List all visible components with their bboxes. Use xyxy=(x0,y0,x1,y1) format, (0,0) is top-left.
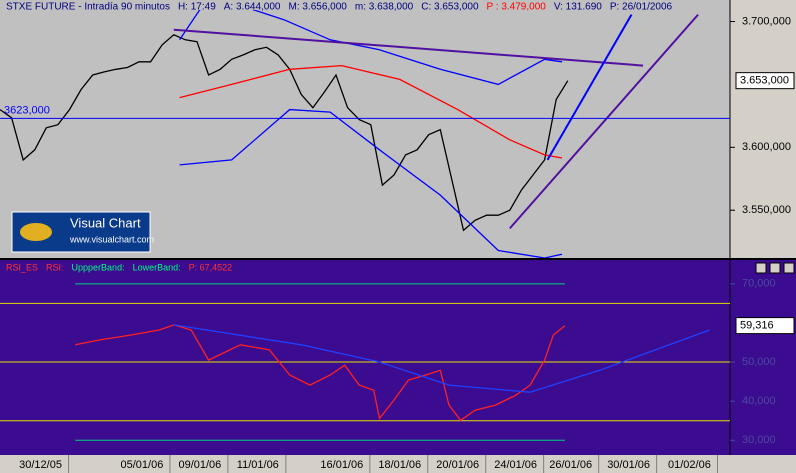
rsi-buttons xyxy=(755,262,795,274)
header-item: LowerBand: xyxy=(133,262,181,272)
rsi-panel xyxy=(0,260,730,455)
rsi-axis xyxy=(730,260,796,455)
last-value-box xyxy=(735,72,795,90)
header-item: RSI_ES xyxy=(6,262,38,272)
logo-icon xyxy=(20,223,52,241)
x-tick-label: 30/12/05 xyxy=(19,459,62,471)
header-item: A: 3.644,000 xyxy=(224,2,281,13)
reference-label: 3623,000 xyxy=(4,104,50,116)
logo: Visual Chart www.visualchart.com xyxy=(11,211,154,253)
y-tick-label: 50,000 xyxy=(742,356,776,368)
header-item: m: 3.638,000 xyxy=(355,2,414,13)
series-line xyxy=(179,64,563,159)
header-item: M: 3.656,000 xyxy=(288,2,347,13)
trendline xyxy=(509,13,699,230)
logo-title: Visual Chart xyxy=(70,215,141,230)
x-tick-label: 26/01/06 xyxy=(549,459,592,471)
y-tick-label: 40,000 xyxy=(742,395,776,407)
header-item: P: 67,4522 xyxy=(189,262,233,272)
x-tick-label: 24/01/06 xyxy=(494,459,537,471)
y-tick-label: 3.550,000 xyxy=(742,204,791,216)
plot xyxy=(0,283,730,441)
series-line xyxy=(0,34,569,232)
x-tick-label: 20/01/06 xyxy=(436,459,479,471)
header-item: H: 17:49 xyxy=(178,2,216,13)
last-value-box xyxy=(735,317,795,335)
close-button[interactable] xyxy=(783,262,795,274)
trendline xyxy=(173,28,644,67)
header-item: P : 3.479,000 xyxy=(487,2,547,13)
plot xyxy=(0,10,699,258)
header-item: STXE FUTURE - Intradía 90 minutos xyxy=(6,2,170,13)
x-tick-label: 16/01/06 xyxy=(320,459,363,471)
x-tick-label: 05/01/06 xyxy=(121,459,164,471)
header-item: UppperBand: xyxy=(72,262,125,272)
x-tick-label: 30/01/06 xyxy=(607,459,650,471)
date-strip xyxy=(0,455,796,473)
x-tick-label: 09/01/06 xyxy=(178,459,221,471)
last-value-label: 3.653,000 xyxy=(740,75,789,87)
header-item: C: 3.653,000 xyxy=(421,2,479,13)
y-tick-label: 3.700,000 xyxy=(742,15,791,27)
header-item: P: 26/01/2006 xyxy=(610,2,673,13)
y-tick-label: 3.600,000 xyxy=(742,141,791,153)
logo-url: www.visualchart.com xyxy=(69,234,154,244)
y-tick-label: 70,000 xyxy=(742,278,776,290)
last-value-label: 59,316 xyxy=(740,320,774,332)
x-tick-label: 18/01/06 xyxy=(378,459,421,471)
series-line xyxy=(179,10,563,86)
series-line xyxy=(75,324,566,422)
header-item: RSI: xyxy=(46,262,64,272)
x-tick-label: 11/01/06 xyxy=(237,459,279,471)
x-tick-label: 01/02/06 xyxy=(668,459,711,471)
series-line xyxy=(179,108,563,258)
series-line xyxy=(173,324,710,393)
header-item: V: 131.690 xyxy=(554,2,602,13)
minimize-button[interactable] xyxy=(755,262,767,274)
y-tick-label: 30,000 xyxy=(742,434,776,446)
trendline xyxy=(546,14,633,161)
maximize-button[interactable] xyxy=(769,262,781,274)
